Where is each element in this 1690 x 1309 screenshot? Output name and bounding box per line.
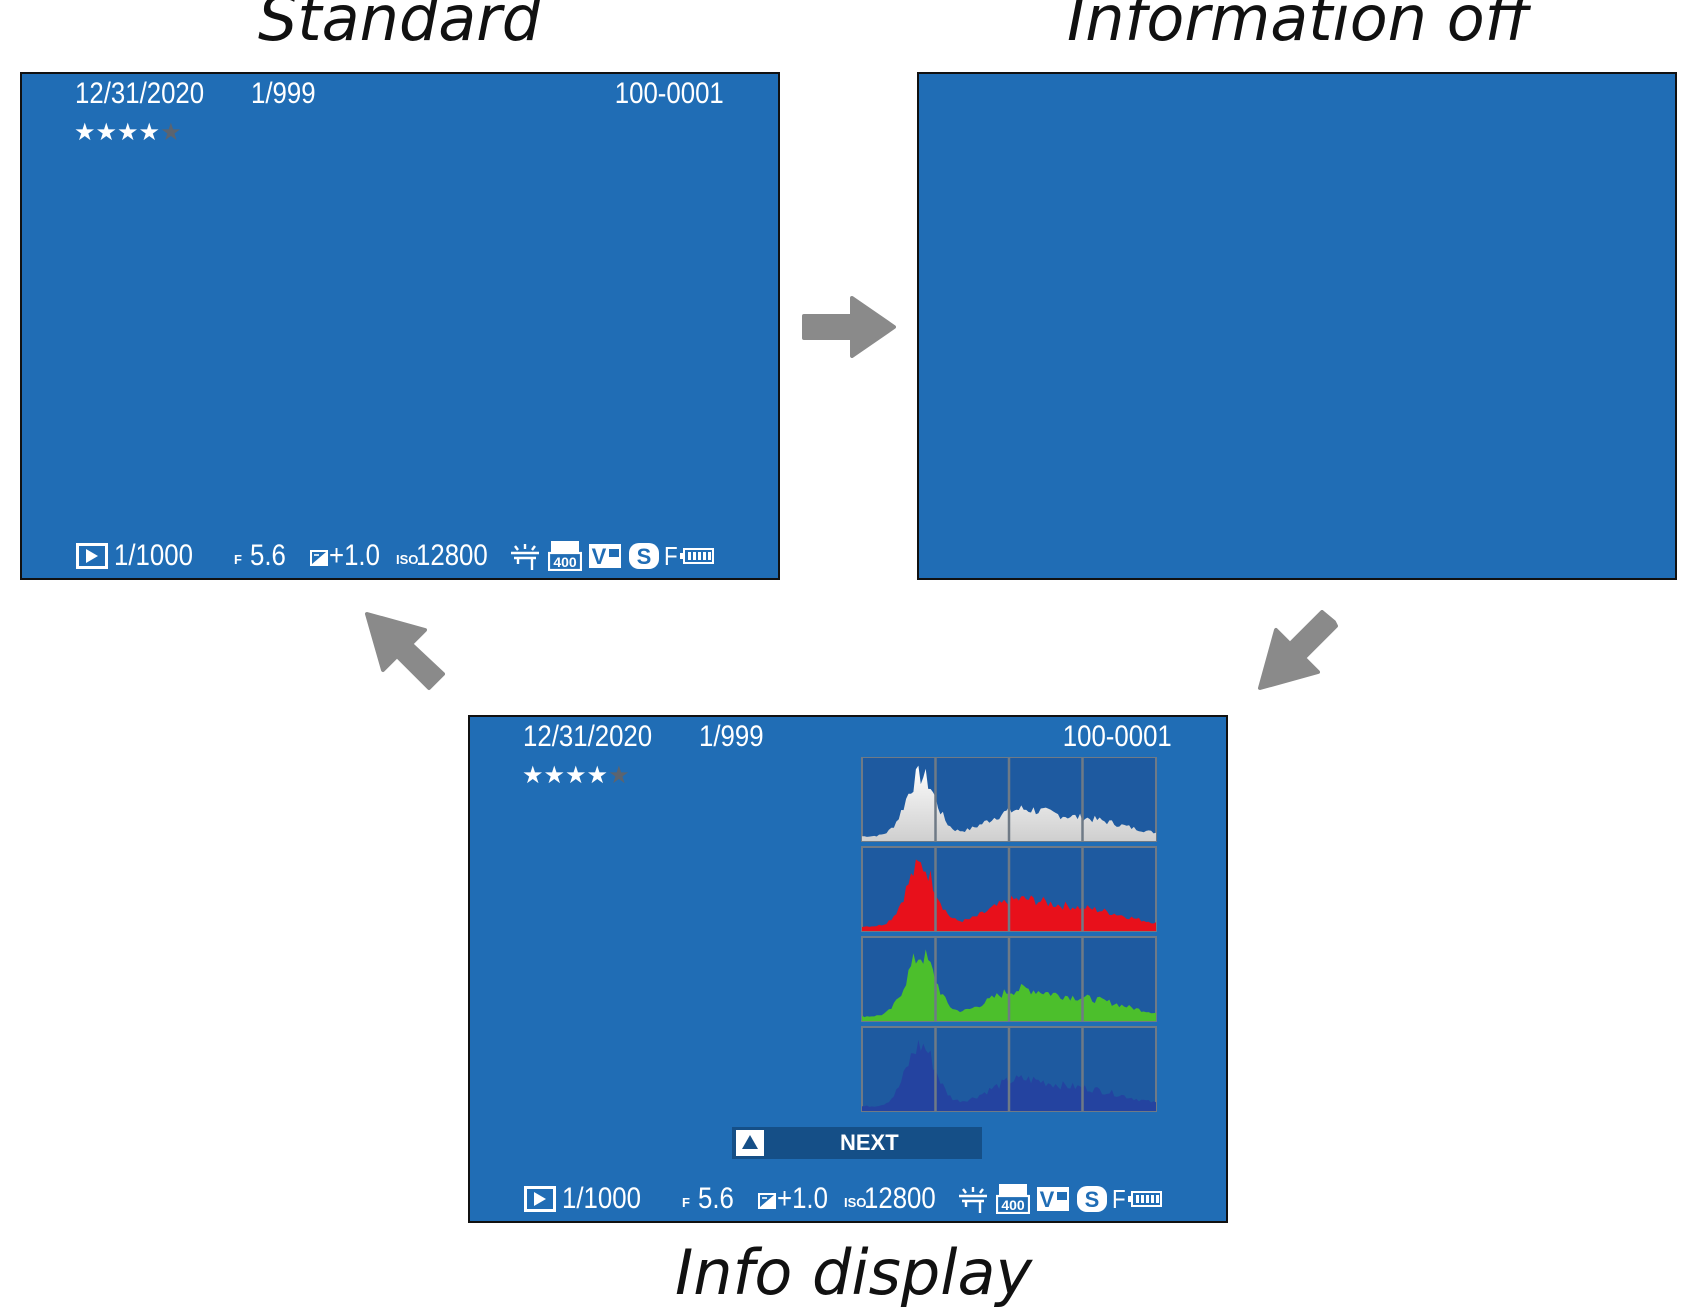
date-text: 12/31/2020	[75, 77, 205, 110]
iso-value: 12800	[416, 539, 488, 572]
image-size-s-icon: S	[1077, 1186, 1107, 1212]
battery-icon	[680, 548, 714, 564]
up-triangle-icon	[736, 1130, 764, 1156]
screen-standard: 12/31/2020 1/999 100-0001 ★★★★★ 1/1000 F…	[20, 72, 780, 580]
histogram-blue	[861, 1026, 1157, 1112]
rating-stars: ★★★★★	[74, 119, 182, 146]
shutter-speed: 1/1000	[114, 539, 193, 572]
next-button[interactable]: NEXT	[732, 1127, 982, 1159]
playback-icon	[76, 543, 108, 569]
film-simulation-velvia-icon: V	[589, 544, 621, 569]
screen-info-display: 12/31/2020 1/999 100-0001 ★★★★★ NEXT 1/1…	[468, 715, 1228, 1223]
aperture-value: 5.6	[698, 1182, 734, 1215]
caption-info-display: Info display	[675, 1236, 1033, 1309]
right-arrow-icon	[802, 296, 896, 358]
screen-information-off	[917, 72, 1677, 580]
status-bar: 1/1000 F 5.6 +1.0 ISO 12800 400 V	[524, 1183, 1204, 1215]
shutter-speed: 1/1000	[562, 1182, 641, 1215]
aperture-value: 5.6	[250, 539, 286, 572]
iso-icon: ISO	[844, 1195, 867, 1210]
svg-text:400: 400	[1001, 1197, 1025, 1213]
exposure-comp-value: +1.0	[329, 539, 380, 572]
aperture-f-icon: F	[682, 1195, 690, 1210]
file-number: 100-0001	[1062, 720, 1172, 753]
rating-stars: ★★★★★	[522, 762, 630, 789]
iso-value: 12800	[864, 1182, 936, 1215]
histogram-red	[861, 846, 1157, 932]
file-number: 100-0001	[614, 77, 724, 110]
svg-text:S: S	[637, 544, 652, 569]
white-balance-icon	[959, 1187, 987, 1213]
frame-counter: 1/999	[699, 720, 764, 753]
frame-counter: 1/999	[251, 77, 316, 110]
histogram-green	[861, 936, 1157, 1022]
svg-text:400: 400	[553, 554, 577, 570]
svg-text:V: V	[1040, 1187, 1055, 1212]
date-text: 12/31/2020	[523, 720, 653, 753]
status-bar: 1/1000 F 5.6 +1.0 ISO 12800 400 V	[76, 540, 756, 572]
histogram-panel	[861, 757, 1157, 1112]
histogram-luminance	[861, 757, 1157, 842]
image-quality-f-icon: F	[664, 541, 678, 571]
down-left-arrow-icon	[1258, 610, 1338, 690]
dynamic-range-400-icon: 400	[548, 541, 582, 571]
svg-text:V: V	[592, 544, 607, 569]
svg-text:S: S	[1085, 1187, 1100, 1212]
iso-icon: ISO	[396, 552, 419, 567]
image-size-s-icon: S	[629, 543, 659, 569]
next-label: NEXT	[840, 1130, 899, 1155]
white-balance-icon	[511, 544, 539, 570]
dynamic-range-400-icon: 400	[996, 1184, 1030, 1214]
exposure-comp-value: +1.0	[777, 1182, 828, 1215]
image-quality-f-icon: F	[1112, 1184, 1126, 1214]
battery-icon	[1128, 1191, 1162, 1207]
film-simulation-velvia-icon: V	[1037, 1187, 1069, 1212]
aperture-f-icon: F	[234, 552, 242, 567]
up-left-arrow-icon	[365, 612, 445, 690]
exposure-compensation-icon	[758, 1193, 776, 1209]
caption-information-off: Information off	[1067, 0, 1530, 55]
caption-standard: Standard	[258, 0, 542, 55]
playback-icon	[524, 1186, 556, 1212]
exposure-compensation-icon	[310, 550, 328, 566]
